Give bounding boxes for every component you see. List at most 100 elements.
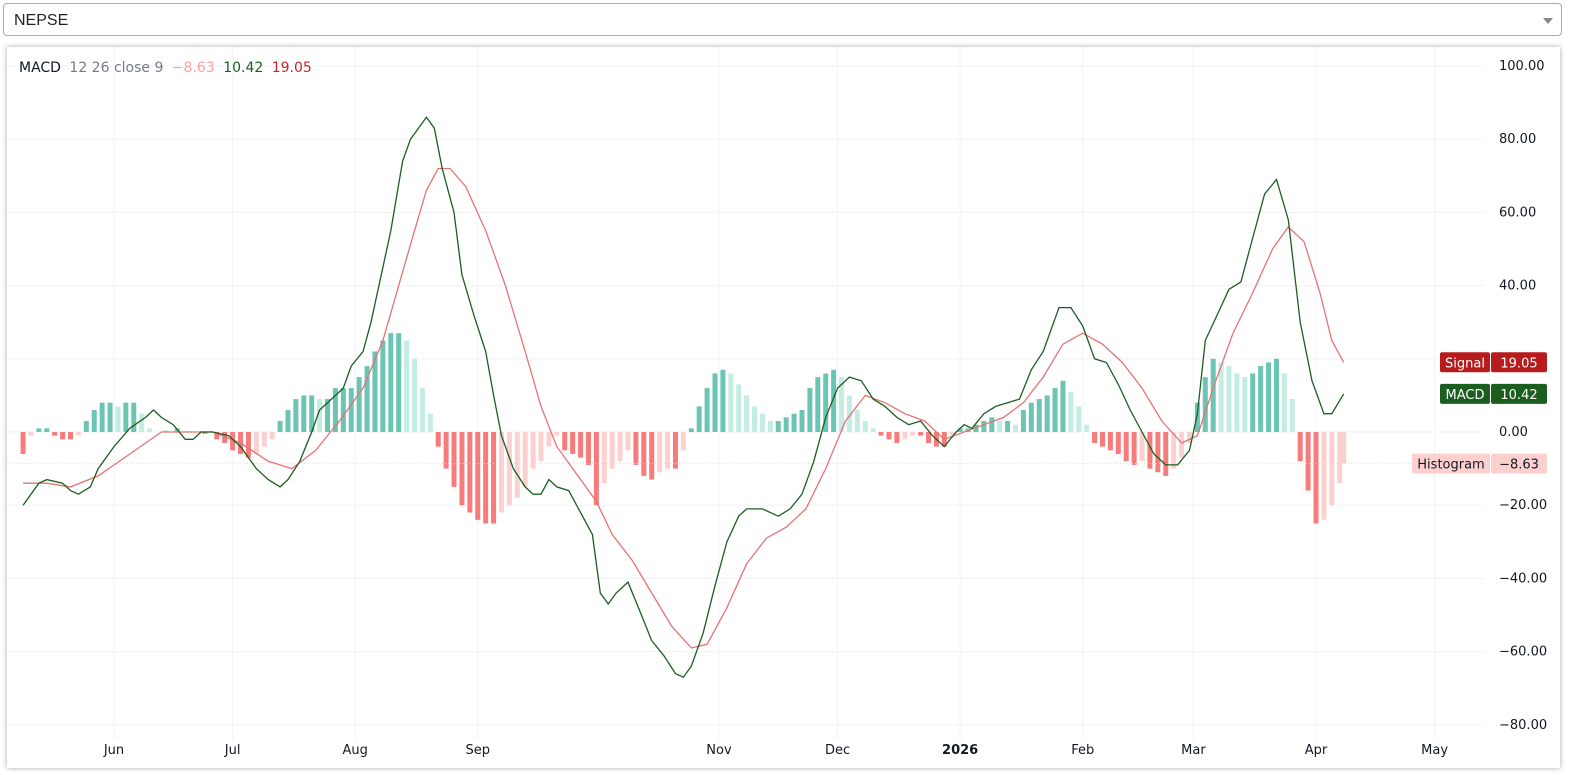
- histogram-bar: [902, 432, 908, 440]
- x-tick-label: Feb: [1071, 743, 1094, 758]
- histogram-bar: [736, 384, 742, 432]
- histogram-bar: [1226, 366, 1232, 432]
- x-tick-label: Nov: [706, 743, 732, 758]
- histogram-bar: [380, 340, 386, 432]
- histogram-bar: [1155, 432, 1161, 473]
- histogram-bar: [1321, 432, 1327, 520]
- histogram-bar: [83, 421, 89, 432]
- histogram-bar: [1234, 373, 1240, 432]
- histogram-bar: [554, 432, 560, 436]
- histogram-bar: [277, 421, 283, 432]
- histogram-bar: [854, 410, 860, 432]
- x-tick-label: Jun: [103, 743, 124, 758]
- histogram-bar: [775, 421, 781, 432]
- histogram-bar: [332, 388, 338, 432]
- histogram-bar: [807, 388, 813, 432]
- histogram-bar: [570, 432, 576, 454]
- x-tick-label: May: [1421, 743, 1448, 758]
- histogram-bar: [926, 432, 932, 443]
- histogram-bar: [799, 410, 805, 432]
- histogram-bar: [91, 410, 97, 432]
- histogram-bar: [728, 373, 734, 432]
- histogram-bar: [1242, 377, 1248, 432]
- histogram-bar: [665, 432, 671, 469]
- histogram-bar: [1297, 432, 1303, 462]
- histogram-bar: [538, 432, 544, 462]
- histogram-bar: [617, 432, 623, 462]
- y-tick-label: 80.00: [1499, 132, 1536, 147]
- histogram-bar: [1139, 432, 1145, 462]
- histogram-bar: [593, 432, 599, 506]
- histogram-bar: [1281, 373, 1287, 432]
- signal-tag-label-bg: [1440, 352, 1490, 373]
- histogram-bar: [214, 432, 220, 440]
- histogram-bar: [388, 333, 394, 432]
- histogram-bar: [1099, 432, 1105, 447]
- histogram-bar: [522, 432, 528, 487]
- histogram-bar: [1131, 432, 1137, 465]
- y-tick-label: −40.00: [1499, 571, 1547, 586]
- histogram-bar: [1186, 432, 1192, 443]
- histogram-bar: [1329, 432, 1335, 506]
- histogram-bar: [752, 406, 758, 432]
- histogram-bar: [1020, 410, 1026, 432]
- chart-panel[interactable]: 100.0080.0060.0040.0020.000.00−20.00−40.…: [7, 47, 1560, 768]
- macd-tag-value-bg: [1491, 383, 1547, 404]
- histogram-bar: [1258, 366, 1264, 432]
- y-tick-label: −20.00: [1499, 498, 1547, 513]
- histogram-bar: [1266, 362, 1272, 432]
- histogram-bar: [696, 406, 702, 432]
- histogram-bar: [823, 373, 829, 432]
- histogram-bar: [815, 377, 821, 432]
- histogram-bar: [202, 432, 208, 434]
- histogram-bar: [491, 432, 497, 524]
- histogram-bar: [28, 432, 34, 436]
- histogram-bar: [680, 432, 686, 451]
- histogram-bar: [68, 432, 74, 440]
- x-tick-label: Jul: [224, 743, 241, 758]
- histogram-bar: [704, 388, 710, 432]
- histogram-bar: [99, 402, 105, 432]
- histogram-bar: [301, 395, 307, 432]
- histogram-bar: [1202, 377, 1208, 432]
- histogram-bar: [60, 432, 66, 440]
- histogram-bar: [791, 413, 797, 432]
- macd-tag-label-bg: [1440, 383, 1490, 404]
- histogram-tag-label: Histogram: [1417, 458, 1484, 473]
- histogram-bar: [1273, 358, 1279, 432]
- x-tick-label: Apr: [1305, 743, 1328, 758]
- histogram-bar: [641, 432, 647, 476]
- histogram-bar: [846, 395, 852, 432]
- histogram-bar: [625, 432, 631, 451]
- legend-indicator-params: 12 26 close 9: [69, 60, 164, 76]
- histogram-bar: [139, 413, 145, 432]
- histogram-bar: [546, 432, 552, 447]
- macd-line: [22, 116, 1345, 679]
- chevron-down-icon: [1543, 18, 1553, 24]
- indicator-legend: MACD 12 26 close 9 −8.63 10.42 19.05: [19, 60, 316, 76]
- histogram-bar: [36, 428, 42, 432]
- signal-line: [23, 167, 1345, 649]
- histogram-bar: [222, 432, 228, 443]
- histogram-bar: [657, 432, 663, 473]
- histogram-bar: [498, 432, 504, 513]
- histogram-bar: [1194, 402, 1200, 432]
- histogram-bar: [356, 377, 362, 432]
- histogram-bar: [585, 432, 591, 465]
- histogram-bar: [75, 432, 81, 436]
- macd-chart[interactable]: 100.0080.0060.0040.0020.000.00−20.00−40.…: [7, 47, 1560, 768]
- histogram-tag-value: −8.63: [1499, 458, 1539, 473]
- histogram-bar: [981, 421, 987, 432]
- histogram-bar: [1028, 402, 1034, 432]
- histogram-bar: [720, 369, 726, 432]
- histogram-bar: [1163, 432, 1169, 476]
- histogram-bar: [1060, 380, 1066, 432]
- histogram-bar: [131, 402, 137, 432]
- histogram-bar: [949, 432, 955, 436]
- y-tick-label: −60.00: [1499, 645, 1547, 660]
- histogram-bar: [396, 333, 402, 432]
- symbol-select[interactable]: NEPSE: [3, 3, 1562, 36]
- histogram-bar: [245, 432, 251, 458]
- histogram-bar: [918, 432, 924, 436]
- histogram-tag-value-bg: [1491, 453, 1547, 474]
